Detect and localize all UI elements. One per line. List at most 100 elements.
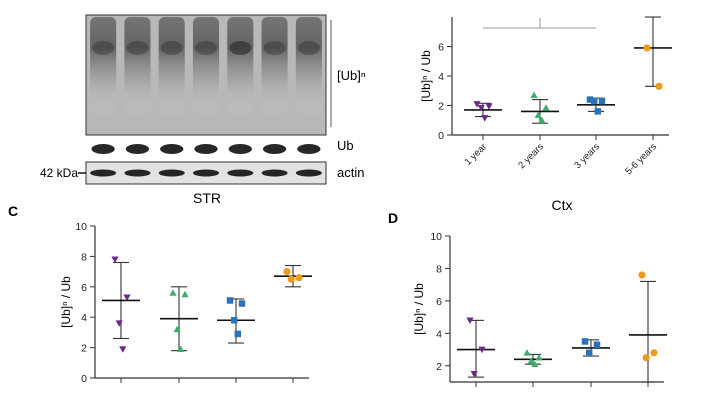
ub-band [91,144,115,154]
data-point [585,349,593,357]
data-point [173,325,181,333]
y-tick-label: 8 [436,263,442,275]
ubn-smear [195,41,217,55]
actin-band [158,169,185,177]
ubn-smear [160,41,183,55]
actin-band [124,169,151,177]
blot-lane [124,17,151,117]
y-axis-label: [Ub]ⁿ / Ub [412,283,426,335]
y-tick-label: 6 [81,282,87,294]
ubn-smear [229,41,252,55]
data-point [586,96,594,103]
data-point [230,317,238,324]
blot-lane [90,17,117,117]
y-tick-label: 10 [430,231,442,243]
data-point [523,349,531,356]
y-tick-label: 8 [81,251,87,263]
data-point [538,116,546,124]
data-point [593,341,601,348]
data-point [473,101,481,108]
ub-bands [91,144,321,154]
ub-band [160,144,184,154]
data-point [650,349,658,357]
blot-lane [227,17,254,117]
data-point [477,104,485,112]
actin-bands [90,169,322,177]
data-point [590,97,598,105]
kda-label: 42 kDa [40,166,78,180]
ub-band [194,144,218,154]
x-tick-label: 3 years [572,141,602,171]
data-point [119,346,127,353]
data-point [527,357,535,364]
data-point [534,111,542,118]
ubn-smear [297,41,320,55]
data-point [642,354,650,362]
data-point [234,330,242,338]
chart-title: Ctx [552,197,573,213]
actin-band [90,169,117,177]
data-point [287,275,295,283]
western-blot-panel: [Ub]ⁿ Ub actin 42 kDa [40,14,366,185]
blot-lane [192,17,220,117]
data-point [295,274,303,282]
data-point [542,104,550,111]
ub-band [297,144,321,154]
chart-title: STR [193,190,221,206]
ub-band [228,144,252,154]
blot-lane [295,17,322,117]
x-tick-label: 2 years [516,141,546,171]
bracket-label: [Ub]ⁿ [337,68,366,83]
data-point [123,294,131,302]
data-point [283,268,291,276]
ubn-smear [263,41,286,55]
data-point [111,256,119,264]
chart-panel-c: C STR [Ub]ⁿ / Ub 0 2 4 6 8 10 [8,190,312,385]
data-point [238,300,246,307]
y-tick-label: 6 [436,296,442,308]
y-tick-label: 2 [436,361,442,373]
y-tick-label: 0 [438,130,444,142]
y-tick-label: 10 [75,221,87,233]
data-point [531,360,539,368]
y-tick-label: 4 [438,71,444,83]
data-point [643,44,651,52]
actin-label: actin [337,165,364,180]
y-tick-label: 0 [81,373,87,385]
data-point [226,297,234,304]
data-point [535,354,543,361]
data-point [655,82,663,90]
data-point [598,97,606,105]
panel-letter: C [8,203,18,219]
panel-letter: D [388,210,398,226]
blot-lane [261,17,288,117]
data-point [466,317,474,324]
y-tick-label: 6 [438,42,444,54]
y-tick-label: 2 [81,343,87,355]
ub-label: Ub [337,138,354,153]
data-point [478,346,486,354]
y-axis-label: [Ub]ⁿ / Ub [419,50,433,102]
data-point [581,338,589,345]
chart-panel-b: [Ub]ⁿ / Ub 0 2 4 6 1 year 2 years 3 years 5-6 y… [419,16,672,177]
actin-band [261,169,288,177]
x-tick-label: 1 year [463,141,489,167]
y-axis-label: [Ub]ⁿ / Ub [59,276,73,328]
y-tick-label: 4 [436,328,442,340]
blot-lane [158,17,185,117]
ubn-smear [126,41,149,55]
data-point [169,289,177,296]
data-point [638,271,646,279]
data-point [181,290,189,298]
data-point [177,345,185,352]
data-point [115,320,123,327]
data-point [485,103,493,110]
ub-band [262,144,287,154]
actin-band [192,169,220,177]
data-point [481,115,489,122]
blot-lanes [90,17,322,117]
y-tick-label: 2 [438,101,444,113]
ubn-smear [92,41,115,55]
actin-band [295,169,322,177]
